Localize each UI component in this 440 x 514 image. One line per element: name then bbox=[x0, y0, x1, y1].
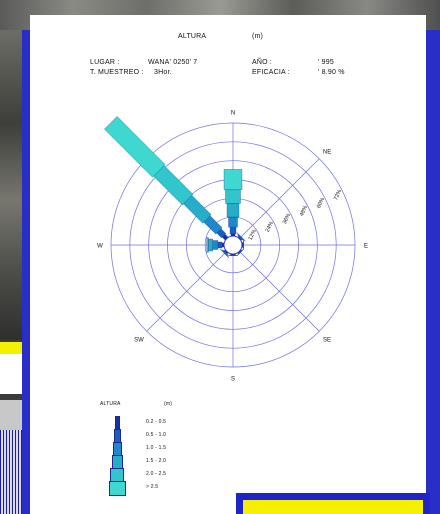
left-background-strip bbox=[0, 30, 22, 514]
rose-petal-n bbox=[226, 203, 240, 218]
compass-label-se: SE bbox=[323, 338, 331, 344]
yellow-band bbox=[0, 342, 22, 354]
eficacia-label: EFICACIA : bbox=[252, 69, 290, 76]
legend-label: 1.0 - 1.5 bbox=[146, 445, 167, 451]
rose-petal-n bbox=[228, 216, 238, 228]
background-bar-graph bbox=[0, 430, 22, 514]
ring-label: 36% bbox=[282, 213, 292, 226]
ring-label: 12% bbox=[248, 229, 258, 242]
ring-label: 48% bbox=[299, 205, 309, 218]
rose-petal-ne bbox=[236, 232, 246, 242]
rose-petal-w bbox=[217, 241, 223, 249]
legend-swatch bbox=[108, 481, 126, 496]
legend-label: 0.2 - 0.5 bbox=[146, 419, 167, 425]
rose-petal-n bbox=[223, 169, 243, 190]
chart-unit: (m) bbox=[252, 33, 264, 40]
muestreo-value: 3Hor. bbox=[154, 69, 172, 76]
wave-rose-sheet: ALTURA (m) LUGAR : WANA' 0250' 7 AÑO : '… bbox=[30, 15, 426, 514]
compass-label-e: E bbox=[364, 244, 368, 250]
rose-petal-nw bbox=[104, 116, 166, 178]
ano-label: AÑO : bbox=[252, 59, 273, 66]
rose-petal-n bbox=[230, 233, 236, 237]
ring-label: 24% bbox=[265, 221, 275, 234]
grey-panel bbox=[0, 400, 22, 430]
corner-highlight-box bbox=[236, 493, 430, 514]
rose-petal-n bbox=[229, 227, 237, 235]
legend-unit: (m) bbox=[164, 401, 173, 407]
chart-title: ALTURA bbox=[178, 33, 207, 40]
legend-label: 0.5 - 1.0 bbox=[146, 432, 167, 438]
compass-label-s: S bbox=[231, 377, 235, 383]
rose-spoke bbox=[239, 251, 320, 332]
rose-petal-nw bbox=[153, 165, 194, 206]
legend-title: ALTURA bbox=[100, 401, 121, 407]
rose-petal-n bbox=[225, 189, 241, 204]
lugar-value: WANA' 0250' 7 bbox=[148, 59, 198, 66]
rose-petal-w bbox=[206, 237, 209, 253]
white-panel bbox=[0, 354, 22, 394]
rose-spoke bbox=[239, 158, 320, 239]
compass-label-w: W bbox=[97, 244, 103, 250]
compass-label-ne: NE bbox=[323, 149, 331, 155]
ring-label: 60% bbox=[316, 197, 326, 210]
yellow-box bbox=[243, 500, 423, 514]
compass-label-n: N bbox=[231, 111, 235, 117]
wind-rose-chart: NNEESESSWWNW12%24%36%48%60%72% bbox=[97, 111, 368, 383]
rose-petal-w bbox=[208, 238, 213, 252]
rose-petal-w bbox=[221, 242, 225, 248]
rose-spoke bbox=[146, 251, 227, 332]
legend-label: 2.0 - 2.5 bbox=[146, 471, 167, 477]
rose-petal-w bbox=[212, 240, 219, 250]
compass-label-sw: SW bbox=[134, 338, 144, 344]
muestreo-label: T. MUESTREO : bbox=[90, 69, 144, 76]
eficacia-value: ' 8.90 % bbox=[318, 69, 345, 76]
lugar-label: LUGAR : bbox=[90, 59, 120, 66]
ano-value: ' 995 bbox=[318, 59, 334, 66]
legend-label: > 2.5 bbox=[146, 484, 159, 490]
legend-label: 1.5 - 2.0 bbox=[146, 458, 167, 464]
background-photo-strip bbox=[0, 30, 22, 340]
ring-label: 72% bbox=[333, 189, 343, 202]
rose-petal-sw bbox=[219, 248, 230, 259]
